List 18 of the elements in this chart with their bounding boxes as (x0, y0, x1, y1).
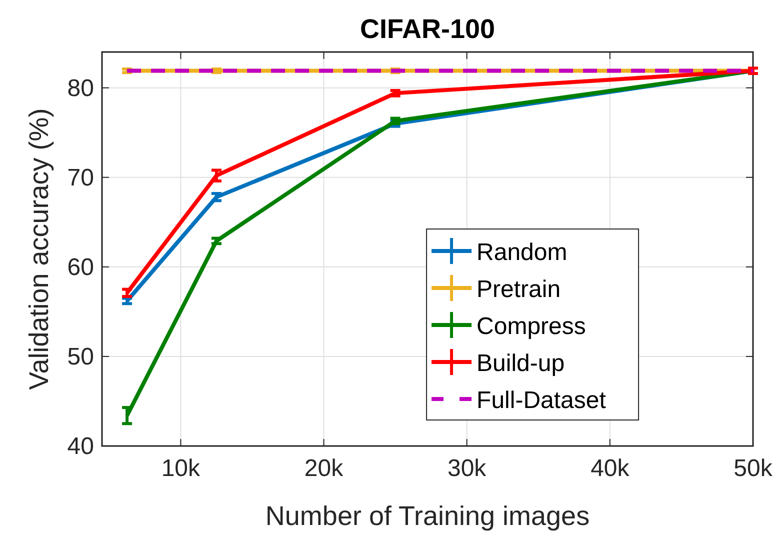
y-tick-label: 40 (67, 433, 94, 460)
x-axis-title: Number of Training images (265, 501, 590, 531)
x-tick-label: 50k (734, 455, 774, 482)
x-tick-label: 30k (447, 455, 488, 482)
legend-label: Full-Dataset (476, 387, 606, 414)
legend-label: Build-up (476, 350, 565, 377)
x-tick-label: 40k (590, 455, 630, 482)
x-tick-label: 10k (161, 455, 202, 482)
legend-label: Pretrain (476, 276, 561, 303)
y-tick-label: 50 (67, 343, 94, 370)
legend-label: Random (476, 239, 568, 266)
x-tick-label: 20k (304, 455, 344, 482)
chart-title: CIFAR-100 (360, 14, 496, 44)
y-tick-label: 60 (67, 254, 94, 281)
y-tick-label: 80 (67, 74, 94, 102)
y-tick-label: 70 (67, 164, 94, 192)
y-axis-title: Validation accuracy (%) (24, 108, 54, 390)
legend-label: Compress (476, 313, 586, 340)
